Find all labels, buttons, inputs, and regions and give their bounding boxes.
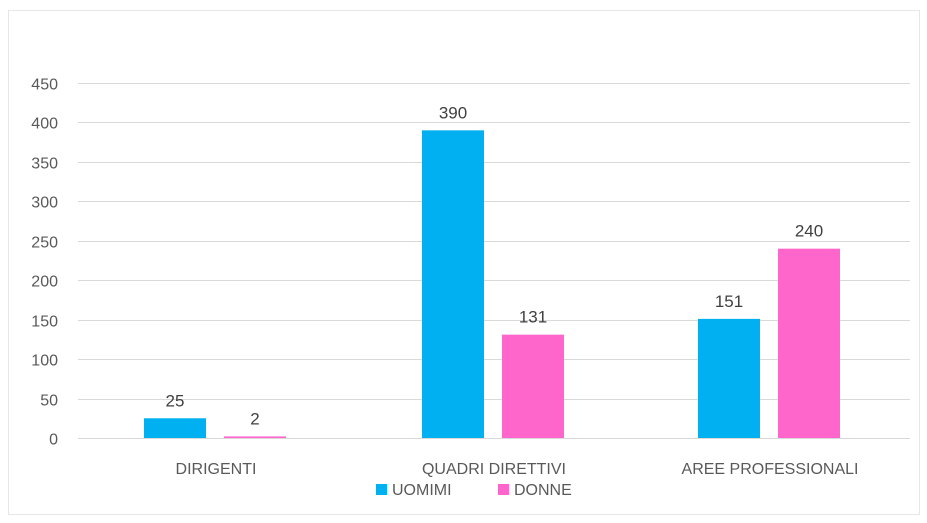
- bar-donne-quadri-direttivi: [502, 334, 564, 438]
- bar-donne-aree-professionali: [778, 248, 840, 438]
- legend-swatch-uomimi: [376, 484, 387, 495]
- y-tick-label-450: 450: [31, 77, 58, 94]
- gridlines: [78, 83, 910, 439]
- y-tick-label-350: 350: [31, 156, 58, 173]
- bar-uomimi-quadri-direttivi: [422, 130, 484, 439]
- bar-uomimi-dirigenti: [144, 418, 206, 438]
- data-label-donne-quadri-direttivi: 131: [519, 308, 547, 327]
- legend-label-donne: DONNE: [514, 482, 572, 499]
- category-label-aree-professionali: AREE PROFESSIONALI: [682, 461, 859, 478]
- legend: UOMIMI DONNE: [376, 482, 572, 499]
- data-label-donne-dirigenti: 2: [250, 409, 259, 428]
- y-axis-tick-labels: 0 50 100 150 200 250 300 350 400 450: [31, 77, 58, 449]
- y-tick-label-250: 250: [31, 235, 58, 252]
- x-axis-category-labels: DIRIGENTI QUADRI DIRETTIVI AREE PROFESSION…: [176, 461, 859, 478]
- data-label-uomimi-quadri-direttivi: 390: [439, 103, 467, 122]
- bar-donne-dirigenti: [224, 436, 286, 438]
- y-tick-label-100: 100: [31, 353, 58, 370]
- data-label-uomimi-dirigenti: 25: [166, 391, 185, 410]
- data-label-donne-aree-professionali: 240: [795, 222, 823, 241]
- data-labels: 25 390 151 2 131 240: [166, 103, 824, 428]
- legend-label-uomimi: UOMIMI: [392, 482, 452, 499]
- y-tick-label-200: 200: [31, 274, 58, 291]
- bars: [144, 130, 840, 439]
- category-label-quadri-direttivi: QUADRI DIRETTIVI: [422, 461, 566, 478]
- y-tick-label-300: 300: [31, 195, 58, 212]
- y-tick-label-150: 150: [31, 314, 58, 331]
- y-tick-label-400: 400: [31, 116, 58, 133]
- y-tick-label-0: 0: [49, 432, 58, 449]
- y-tick-label-50: 50: [40, 393, 58, 410]
- legend-swatch-donne: [498, 484, 509, 495]
- category-label-dirigenti: DIRIGENTI: [176, 461, 257, 478]
- data-label-uomimi-aree-professionali: 151: [715, 292, 743, 311]
- bar-uomimi-aree-professionali: [698, 318, 760, 438]
